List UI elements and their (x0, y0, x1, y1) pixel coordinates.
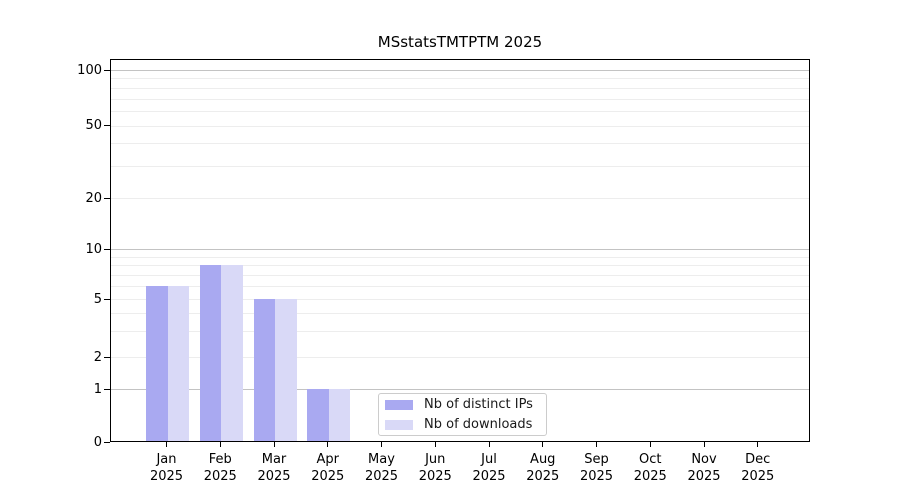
plot-area (110, 59, 810, 442)
x-tick-label-jan: Jan 2025 (149, 452, 184, 484)
legend-item-downloads: Nb of downloads (385, 415, 546, 435)
y-tick-label-5: 5 (93, 291, 102, 307)
gridline-y-40 (111, 143, 809, 145)
legend-label: Nb of distinct IPs (424, 397, 533, 412)
y-tick-label-100: 100 (77, 62, 102, 78)
y-tick-label-1: 1 (93, 381, 102, 397)
bar-jan-downloads (167, 285, 189, 441)
x-tick-label-may: May 2025 (364, 452, 399, 484)
x-tick-mark-feb (219, 442, 221, 447)
y-tick-label-2: 2 (93, 349, 102, 365)
y-tick-mark-2 (104, 356, 110, 358)
x-tick-mark-dec (757, 442, 759, 447)
gridline-y-100 (111, 70, 809, 71)
gridline-y-30 (111, 166, 809, 167)
x-tick-label-mar: Mar 2025 (257, 452, 291, 484)
x-tick-label-apr: Apr 2025 (311, 452, 345, 484)
y-tick-label-20: 20 (85, 190, 102, 206)
bar-feb-downloads (221, 265, 243, 441)
legend: Nb of distinct IPs Nb of downloads (378, 393, 547, 436)
bar-jan-ips (146, 285, 168, 441)
bar-mar-ips (253, 299, 275, 441)
y-tick-label-10: 10 (85, 241, 102, 257)
gridline-y-10 (111, 249, 809, 250)
x-tick-mark-nov (703, 442, 705, 447)
distinct-ips-swatch (385, 399, 413, 410)
gridline-y-8 (111, 265, 809, 267)
y-tick-mark-20 (104, 197, 110, 199)
x-tick-label-oct: Oct 2025 (633, 452, 667, 484)
y-tick-label-0: 0 (93, 434, 102, 450)
gridline-y-2 (111, 357, 809, 358)
gridline-y-3 (111, 331, 809, 333)
x-tick-label-aug: Aug 2025 (526, 452, 560, 484)
x-tick-label-dec: Dec 2025 (741, 452, 775, 484)
gridline-y-9 (111, 256, 809, 258)
x-tick-mark-jan (166, 442, 168, 447)
x-tick-mark-jun (434, 442, 436, 447)
gridline-y-80 (111, 87, 809, 89)
gridline-y-4 (111, 313, 809, 315)
gridline-y-70 (111, 98, 809, 100)
gridline-y-5 (111, 299, 809, 300)
legend-label: Nb of downloads (424, 417, 533, 432)
x-tick-label-jun: Jun 2025 (418, 452, 452, 484)
bar-mar-downloads (275, 299, 297, 441)
x-tick-mark-apr (327, 442, 329, 447)
x-tick-label-sep: Sep 2025 (579, 452, 614, 484)
gridline-y-6 (111, 285, 809, 287)
y-tick-mark-1 (104, 388, 110, 390)
y-tick-mark-50 (104, 125, 110, 127)
gridline-y-1 (111, 389, 809, 390)
gridline-y-90 (111, 78, 809, 80)
legend-item-distinct-ips: Nb of distinct IPs (385, 395, 546, 415)
y-tick-mark-0 (104, 441, 110, 443)
bar-apr-downloads (328, 389, 351, 441)
downloads-swatch (385, 419, 413, 430)
gridline-y-20 (111, 198, 809, 199)
bar-apr-ips (307, 389, 329, 441)
x-tick-mark-aug (542, 442, 544, 447)
gridline-y-7 (111, 274, 809, 276)
x-tick-label-feb: Feb 2025 (203, 452, 237, 484)
x-tick-mark-oct (649, 442, 651, 447)
y-tick-label-50: 50 (85, 118, 102, 134)
bar-feb-ips (199, 265, 222, 441)
x-tick-mark-sep (596, 442, 598, 447)
x-tick-label-jul: Jul 2025 (472, 452, 506, 484)
y-tick-mark-10 (104, 248, 110, 250)
x-tick-mark-mar (273, 442, 275, 447)
x-tick-label-nov: Nov 2025 (687, 452, 721, 484)
y-tick-mark-100 (104, 69, 110, 71)
gridline-y-60 (111, 111, 809, 113)
x-tick-mark-jul (488, 442, 490, 447)
chart-title: MSstatsTMTPTM 2025 (377, 33, 543, 51)
y-tick-mark-5 (104, 298, 110, 300)
gridline-y-50 (111, 125, 809, 127)
x-tick-mark-may (381, 442, 383, 447)
